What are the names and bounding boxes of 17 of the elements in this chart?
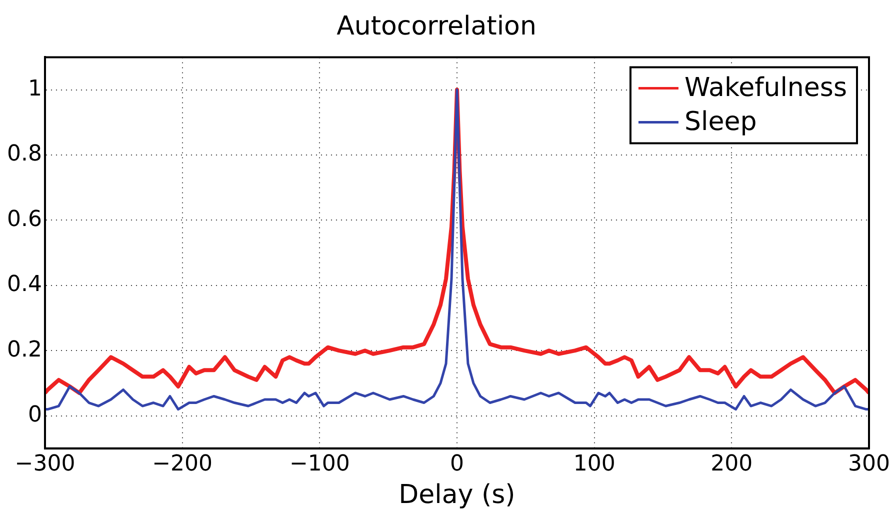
x-axis-title: Delay (s) [398,480,516,510]
y-tick-label: 0.4 [6,272,42,298]
x-tick-label: −100 [289,451,350,476]
x-tick-label: 200 [710,451,753,476]
x-tick-label: −300 [14,451,76,476]
x-tick-label: −200 [152,451,213,476]
x-tick-label: 100 [573,451,616,476]
x-tick-label: 300 [848,451,890,476]
y-tick-label: 0.2 [6,337,42,362]
legend-label: Sleep [684,106,757,137]
legend-label: Wakefulness [684,72,848,103]
chart-title: Autocorrelation [336,11,536,42]
y-tick-label: 0 [28,402,42,428]
y-tick-label: 1 [28,76,42,102]
y-tick-label: 0.8 [6,142,42,167]
y-tick-label: 0.6 [6,206,42,232]
x-tick-label: 0 [450,451,464,476]
